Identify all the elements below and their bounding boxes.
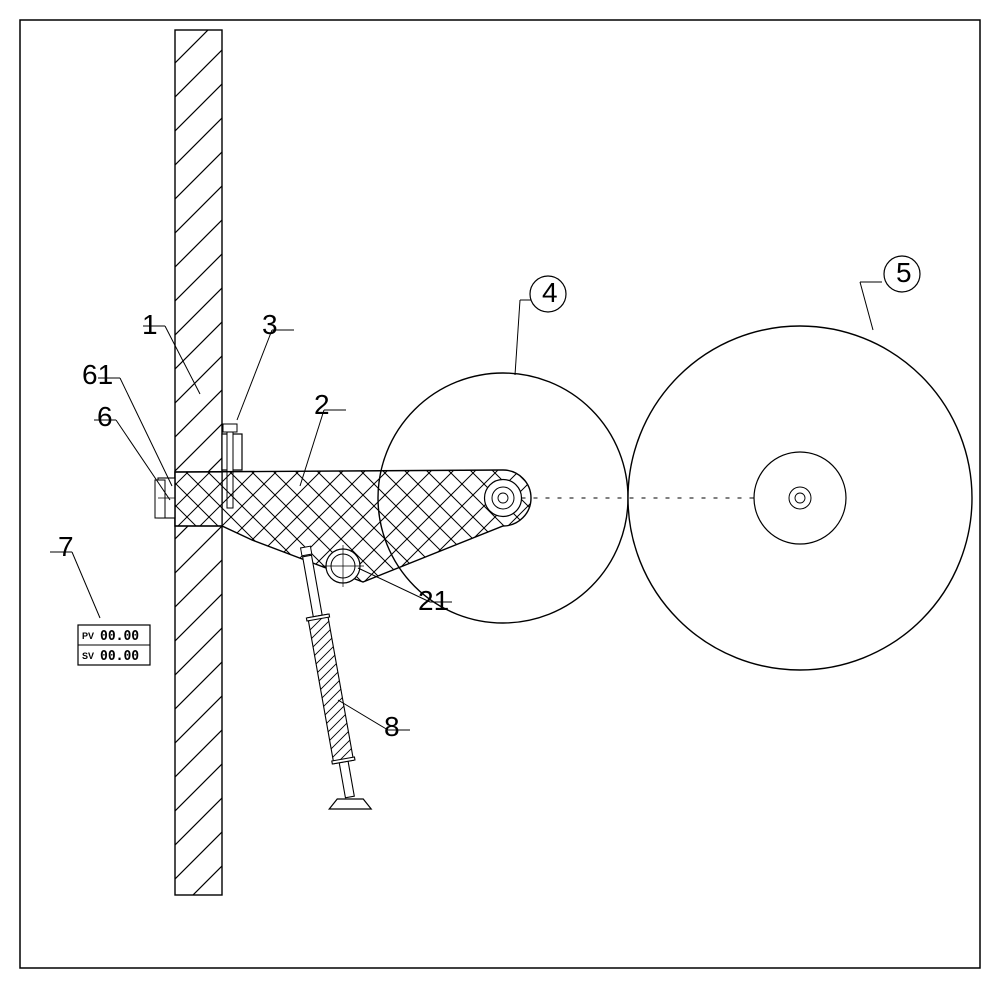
hydraulic-cylinder xyxy=(301,546,372,809)
label-61: 61 xyxy=(82,359,113,390)
display-row-value: 00.00 xyxy=(100,649,139,664)
label-3: 3 xyxy=(262,309,278,340)
label-21: 21 xyxy=(418,585,449,616)
display-row-label: SV xyxy=(82,651,94,661)
digital-display: PV 00.00 SV 00.00 xyxy=(78,625,150,665)
label-4: 4 xyxy=(542,277,558,308)
label-8: 8 xyxy=(384,711,400,742)
label-1: 1 xyxy=(142,309,158,340)
display-row-value: 00.00 xyxy=(100,629,139,644)
label-2: 2 xyxy=(314,389,330,420)
wall-column xyxy=(175,30,222,895)
display-row-label: PV xyxy=(82,631,94,641)
shaft-block xyxy=(155,478,175,518)
label-7: 7 xyxy=(58,531,74,562)
label-6: 6 xyxy=(97,401,113,432)
label-5: 5 xyxy=(896,257,912,288)
technical-diagram: PV 00.00 SV 00.00 1 3 61 2 6 7 4 5 8 21 xyxy=(0,0,1000,988)
